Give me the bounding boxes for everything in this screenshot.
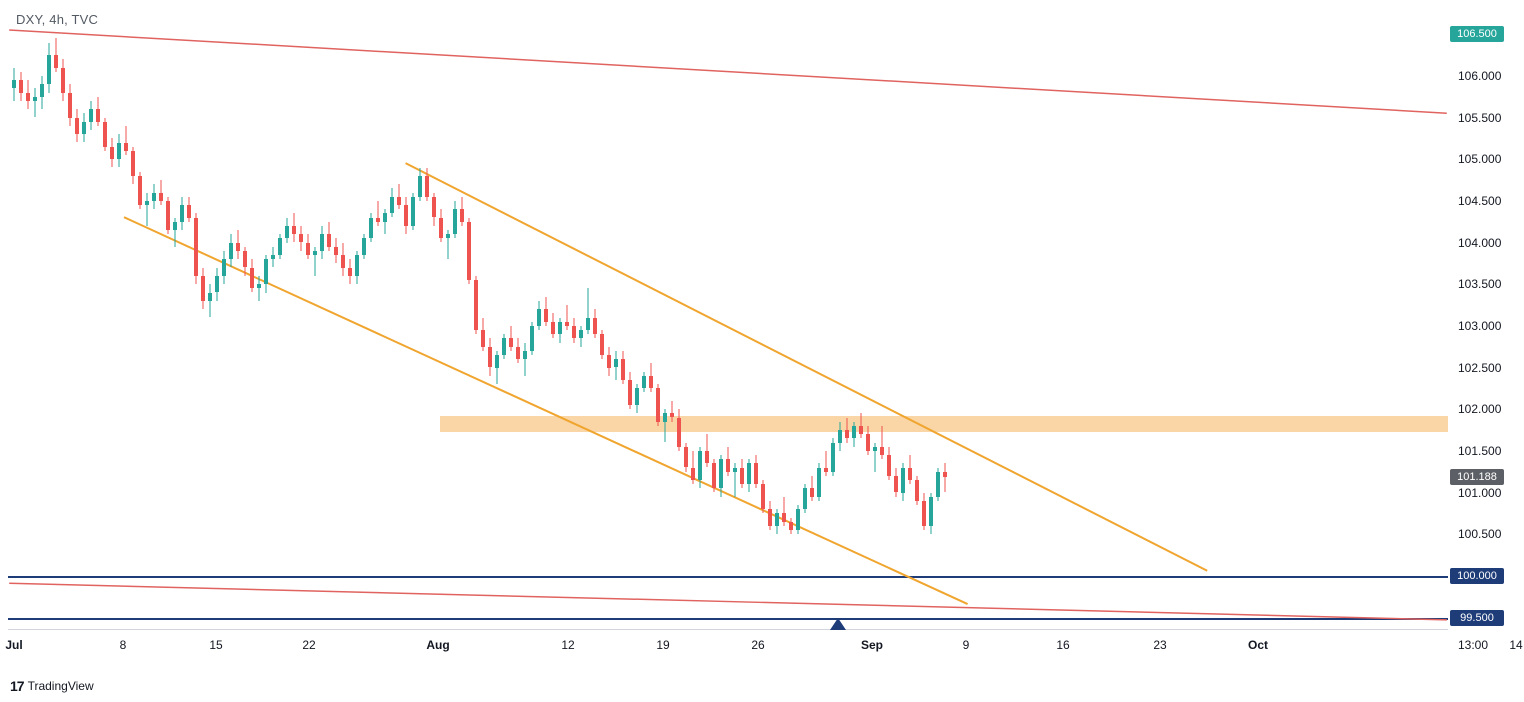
y-tick-label: 104.000 bbox=[1458, 236, 1501, 250]
tradingview-attribution: 17 TradingView bbox=[10, 678, 94, 694]
trendline-layer bbox=[8, 30, 1448, 629]
price-tag: 100.000 bbox=[1450, 568, 1504, 584]
y-tick-label: 102.000 bbox=[1458, 402, 1501, 416]
trendline-red-lower[interactable] bbox=[9, 583, 1447, 620]
x-tick-label: 26 bbox=[751, 638, 764, 652]
y-tick-label: 103.000 bbox=[1458, 319, 1501, 333]
y-tick-label: 101.000 bbox=[1458, 486, 1501, 500]
price-axis[interactable]: 106.500106.000105.500105.000104.500104.0… bbox=[1450, 30, 1518, 630]
time-axis[interactable]: Jul 8 15 22 Aug 12 19 26 Sep 9 16 23 Oct bbox=[8, 632, 1448, 656]
x-tick-label: 12 bbox=[561, 638, 574, 652]
chart-container: DXY, 4h, TVC 106.500 106.000 105.500 105.00… bbox=[0, 0, 1524, 702]
y-tick-label: 104.500 bbox=[1458, 194, 1501, 208]
x-tick-label: Jul bbox=[5, 638, 22, 652]
xaxis-right-1: 14 bbox=[1509, 638, 1522, 652]
time-axis-right-labels: 13:00 14 bbox=[1458, 638, 1523, 652]
price-tag: 106.500 bbox=[1450, 26, 1504, 42]
y-tick-label: 106.000 bbox=[1458, 69, 1501, 83]
time-marker-icon bbox=[830, 618, 846, 630]
price-plot[interactable] bbox=[8, 30, 1448, 630]
symbol-label: DXY, 4h, TVC bbox=[16, 12, 98, 27]
x-tick-label: 22 bbox=[302, 638, 315, 652]
x-tick-label: 8 bbox=[120, 638, 127, 652]
trendline-channel-upper[interactable] bbox=[406, 163, 1208, 571]
y-tick-label: 101.500 bbox=[1458, 444, 1501, 458]
y-tick-label: 105.000 bbox=[1458, 152, 1501, 166]
y-tick-label: 100.500 bbox=[1458, 527, 1501, 541]
y-tick-label: 105.500 bbox=[1458, 111, 1501, 125]
footer-brand: TradingView bbox=[28, 679, 94, 693]
y-tick-label: 102.500 bbox=[1458, 361, 1501, 375]
x-tick-label: Oct bbox=[1248, 638, 1268, 652]
x-tick-label: 23 bbox=[1153, 638, 1166, 652]
x-tick-label: Aug bbox=[426, 638, 449, 652]
tv-logo-icon: 17 bbox=[10, 678, 24, 694]
price-tag: 99.500 bbox=[1450, 610, 1504, 626]
xaxis-right-0: 13:00 bbox=[1458, 638, 1488, 652]
x-tick-label: Sep bbox=[861, 638, 883, 652]
x-tick-label: 15 bbox=[209, 638, 222, 652]
y-tick-label: 103.500 bbox=[1458, 277, 1501, 291]
x-tick-label: 9 bbox=[963, 638, 970, 652]
x-tick-label: 19 bbox=[656, 638, 669, 652]
trendline-red-upper[interactable] bbox=[9, 30, 1447, 113]
price-tag: 101.188 bbox=[1450, 469, 1504, 485]
x-tick-label: 16 bbox=[1056, 638, 1069, 652]
